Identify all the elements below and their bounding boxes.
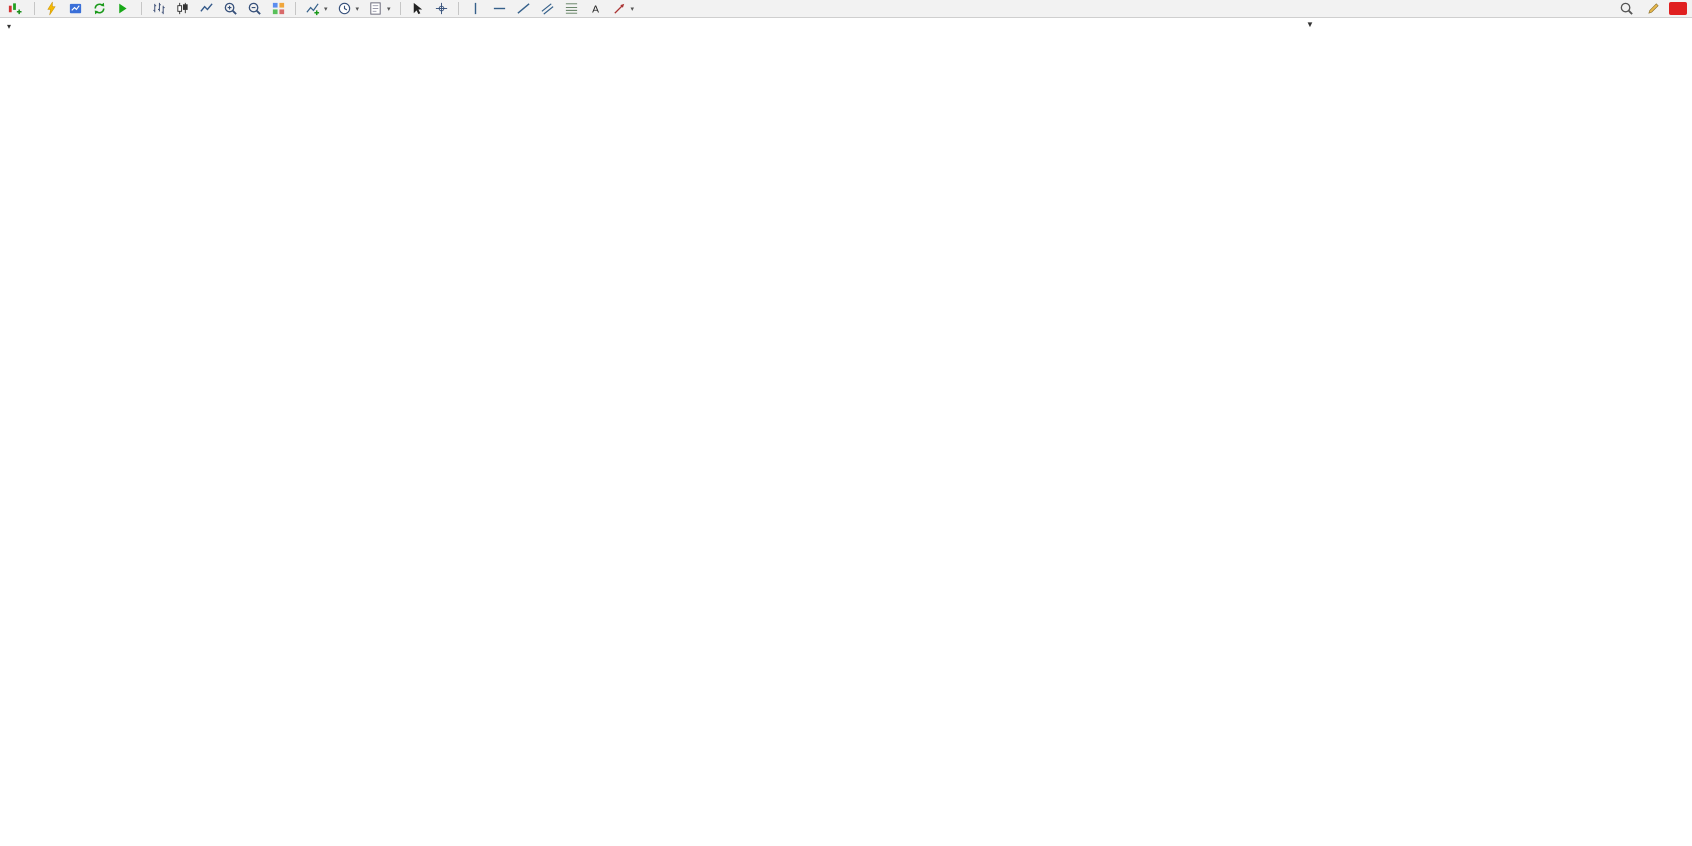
- chevron-down-icon: ▾: [324, 5, 328, 13]
- vertical-line-icon: [474, 2, 476, 15]
- refresh-button[interactable]: [88, 1, 111, 17]
- autotrade-button[interactable]: [112, 1, 136, 17]
- period-button[interactable]: ▾: [333, 1, 364, 17]
- channel-icon: [541, 3, 554, 15]
- tile-windows-button[interactable]: [267, 1, 290, 17]
- new-order-button[interactable]: [3, 1, 29, 17]
- cursor-button[interactable]: [406, 1, 429, 17]
- channel-button[interactable]: [536, 1, 559, 17]
- one-click-trading-toggle-icon[interactable]: ▾: [7, 22, 12, 31]
- template-button[interactable]: ▾: [364, 1, 395, 17]
- arrow-tool-icon: [613, 3, 624, 14]
- scripts-button[interactable]: [40, 1, 63, 17]
- autotrade-play-icon: [119, 3, 127, 14]
- line-chart-button[interactable]: [195, 1, 218, 17]
- candlestick-chart-button[interactable]: [171, 1, 194, 17]
- toolbar-separator: [295, 2, 296, 15]
- svg-text:A: A: [592, 4, 599, 15]
- fibonacci-button[interactable]: [560, 1, 583, 17]
- fibonacci-icon: [565, 3, 577, 14]
- crosshair-button[interactable]: [430, 1, 453, 17]
- trendline-button[interactable]: [512, 1, 535, 17]
- toolbar: ▾ ▾ ▾: [0, 0, 1692, 18]
- horizontal-line-button[interactable]: [488, 1, 511, 17]
- clock-icon: [338, 2, 350, 15]
- horizontal-line-icon: [493, 7, 505, 10]
- tile-windows-icon: [272, 2, 285, 15]
- trendline-icon: [516, 3, 530, 14]
- market-watch-icon: [69, 3, 82, 14]
- new-order-icon: [8, 3, 22, 15]
- template-icon: [370, 2, 381, 15]
- toolbar-separator: [141, 2, 142, 15]
- market-watch-button[interactable]: [64, 1, 87, 17]
- vertical-line-button[interactable]: [464, 1, 487, 17]
- zoom-in-icon: [224, 2, 237, 15]
- refresh-icon: [94, 2, 105, 15]
- edit-button[interactable]: [1642, 1, 1665, 17]
- add-indicator-button[interactable]: ▾: [301, 1, 332, 17]
- search-icon: [1620, 2, 1633, 15]
- bar-chart-button[interactable]: [147, 1, 170, 17]
- chevron-down-icon: ▾: [387, 5, 391, 13]
- toolbar-separator: [457, 2, 459, 15]
- chevron-down-icon: ▾: [355, 5, 360, 13]
- add-indicator-icon: [306, 3, 320, 16]
- zoom-in-button[interactable]: [219, 1, 242, 17]
- edit-pencil-icon: [1648, 3, 1659, 14]
- toolbar-separator: [399, 2, 401, 15]
- chart-title: ▾: [7, 22, 23, 31]
- candlestick-chart-icon: [177, 2, 188, 15]
- search-button[interactable]: [1615, 1, 1638, 17]
- notification-badge[interactable]: [1669, 2, 1687, 15]
- bar-chart-icon: [153, 2, 165, 15]
- zoom-out-icon: [248, 2, 261, 15]
- chevron-down-icon: ▾: [630, 5, 635, 13]
- lightning-icon: [47, 1, 56, 16]
- toolbar-right-group: [1615, 1, 1689, 17]
- cursor-icon: [413, 2, 422, 15]
- text-tool-icon: A: [592, 4, 599, 15]
- zoom-out-button[interactable]: [243, 1, 266, 17]
- arrow-tool-button[interactable]: ▾: [608, 1, 639, 17]
- line-chart-icon: [200, 3, 213, 12]
- toolbar-separator: [34, 2, 35, 15]
- crosshair-icon: [435, 2, 447, 15]
- chart-canvas[interactable]: [0, 18, 1692, 846]
- text-tool-button[interactable]: A: [584, 1, 607, 17]
